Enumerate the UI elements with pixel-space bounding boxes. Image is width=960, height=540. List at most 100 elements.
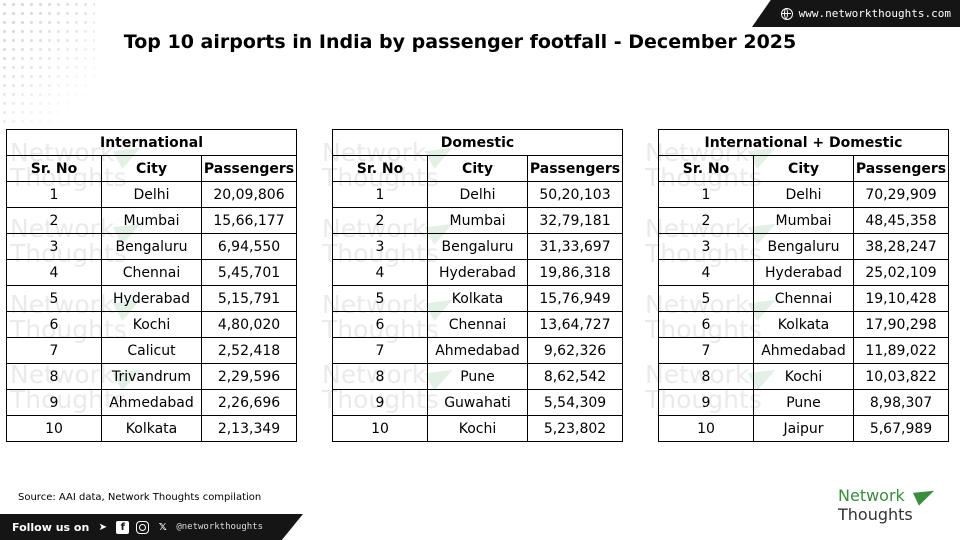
table-row: 9 Ahmedabad 2,26,696 xyxy=(6,389,297,416)
cell-passengers: 31,33,697 xyxy=(526,233,624,260)
cell-city: Ahmedabad xyxy=(427,337,528,364)
cell-passengers: 15,76,949 xyxy=(526,285,624,312)
cell-sr-no: 3 xyxy=(332,233,428,260)
cell-passengers: 13,64,727 xyxy=(526,311,624,338)
cell-sr-no: 10 xyxy=(6,415,102,442)
cell-sr-no: 2 xyxy=(332,207,428,234)
facebook-icon[interactable]: f xyxy=(116,520,130,534)
cell-city: Kolkata xyxy=(101,415,202,442)
cell-passengers: 19,86,318 xyxy=(526,259,624,286)
cell-city: Bengaluru xyxy=(427,233,528,260)
cell-passengers: 2,52,418 xyxy=(201,337,297,364)
website-banner[interactable]: www.networkthoughts.com xyxy=(752,0,960,27)
table-group-header: Domestic xyxy=(331,129,624,156)
cell-passengers: 8,62,542 xyxy=(526,363,624,390)
cell-city: Delhi xyxy=(427,181,528,208)
table-row: 3 Bengaluru 6,94,550 xyxy=(6,233,297,260)
table-row: 7 Calicut 2,52,418 xyxy=(6,337,297,364)
cell-city: Kochi xyxy=(101,311,202,338)
cell-city: Bengaluru xyxy=(753,233,854,260)
table-row: 6 Chennai 13,64,727 xyxy=(332,311,624,338)
cell-city: Pune xyxy=(753,389,854,416)
table-row: 10 Jaipur 5,67,989 xyxy=(658,415,949,442)
cell-city: Trivandrum xyxy=(101,363,202,390)
cell-city: Chennai xyxy=(753,285,854,312)
table-row: 9 Guwahati 5,54,309 xyxy=(332,389,624,416)
column-header-city: City xyxy=(427,155,528,182)
instagram-icon[interactable] xyxy=(136,520,150,534)
table-row: 10 Kochi 5,23,802 xyxy=(332,415,624,442)
follow-label: Follow us on xyxy=(12,520,90,534)
cell-sr-no: 7 xyxy=(332,337,428,364)
cell-sr-no: 8 xyxy=(6,363,102,390)
table-row: 2 Mumbai 15,66,177 xyxy=(6,207,297,234)
table-group-header: International + Domestic xyxy=(658,129,949,156)
cell-city: Mumbai xyxy=(101,207,202,234)
table-row: 3 Bengaluru 31,33,697 xyxy=(332,233,624,260)
cell-sr-no: 6 xyxy=(332,311,428,338)
cell-sr-no: 9 xyxy=(658,389,754,416)
table-row: 1 Delhi 70,29,909 xyxy=(658,181,949,208)
cell-passengers: 2,29,596 xyxy=(201,363,297,390)
telegram-icon[interactable]: ➤ xyxy=(98,521,107,533)
cell-city: Hyderabad xyxy=(101,285,202,312)
cell-city: Delhi xyxy=(101,181,202,208)
cell-sr-no: 1 xyxy=(6,181,102,208)
page-title: Top 10 airports in India by passenger fo… xyxy=(123,31,797,53)
cell-city: Mumbai xyxy=(427,207,528,234)
column-header-passengers: Passengers xyxy=(853,155,949,182)
cell-city: Kolkata xyxy=(427,285,528,312)
table-row: 2 Mumbai 32,79,181 xyxy=(332,207,624,234)
cell-passengers: 15,66,177 xyxy=(201,207,297,234)
table-row: 9 Pune 8,98,307 xyxy=(658,389,949,416)
cell-sr-no: 2 xyxy=(6,207,102,234)
table-row: 1 Delhi 20,09,806 xyxy=(6,181,297,208)
x-icon[interactable]: 𝕏 xyxy=(158,521,167,533)
cell-passengers: 6,94,550 xyxy=(201,233,297,260)
cell-sr-no: 9 xyxy=(6,389,102,416)
cell-passengers: 2,13,349 xyxy=(201,415,297,442)
cell-city: Kolkata xyxy=(753,311,854,338)
cell-passengers: 2,26,696 xyxy=(201,389,297,416)
column-header-passengers: Passengers xyxy=(526,155,624,182)
cell-passengers: 50,20,103 xyxy=(526,181,624,208)
cell-sr-no: 1 xyxy=(658,181,754,208)
cell-sr-no: 1 xyxy=(332,181,428,208)
table-row: 8 Pune 8,62,542 xyxy=(332,363,624,390)
table-row: 4 Chennai 5,45,701 xyxy=(6,259,297,286)
cell-sr-no: 8 xyxy=(658,363,754,390)
cell-city: Ahmedabad xyxy=(753,337,854,364)
table-row: 7 Ahmedabad 11,89,022 xyxy=(658,337,949,364)
cell-sr-no: 6 xyxy=(6,311,102,338)
cell-sr-no: 10 xyxy=(658,415,754,442)
cell-city: Delhi xyxy=(753,181,854,208)
cell-passengers: 5,67,989 xyxy=(853,415,949,442)
domestic-table: Domestic Sr. No City Passengers 1 Delhi 50… xyxy=(331,129,624,442)
column-header-sr-no: Sr. No xyxy=(6,155,102,182)
cell-passengers: 70,29,909 xyxy=(853,181,949,208)
cell-sr-no: 5 xyxy=(6,285,102,312)
table-row: 8 Trivandrum 2,29,596 xyxy=(6,363,297,390)
cell-passengers: 38,28,247 xyxy=(853,233,949,260)
cell-passengers: 5,54,309 xyxy=(526,389,624,416)
cell-passengers: 17,90,298 xyxy=(853,311,949,338)
website-url[interactable]: www.networkthoughts.com xyxy=(798,7,951,20)
cell-passengers: 48,45,358 xyxy=(853,207,949,234)
cell-city: Calicut xyxy=(101,337,202,364)
cell-sr-no: 8 xyxy=(332,363,428,390)
cell-city: Jaipur xyxy=(753,415,854,442)
cell-passengers: 8,98,307 xyxy=(853,389,949,416)
cell-passengers: 10,03,822 xyxy=(853,363,949,390)
social-handle[interactable]: @networkthoughts xyxy=(176,522,264,532)
cell-sr-no: 4 xyxy=(332,259,428,286)
cell-passengers: 5,23,802 xyxy=(526,415,624,442)
cell-passengers: 11,89,022 xyxy=(853,337,949,364)
dot-pattern-decoration xyxy=(0,0,95,130)
cell-passengers: 5,15,791 xyxy=(201,285,297,312)
social-follow-bar: Follow us on ➤ f 𝕏 @networkthoughts xyxy=(0,514,303,540)
cell-sr-no: 3 xyxy=(658,233,754,260)
table-row: 6 Kochi 4,80,020 xyxy=(6,311,297,338)
cell-passengers: 25,02,109 xyxy=(853,259,949,286)
cell-city: Mumbai xyxy=(753,207,854,234)
table-row: 10 Kolkata 2,13,349 xyxy=(6,415,297,442)
